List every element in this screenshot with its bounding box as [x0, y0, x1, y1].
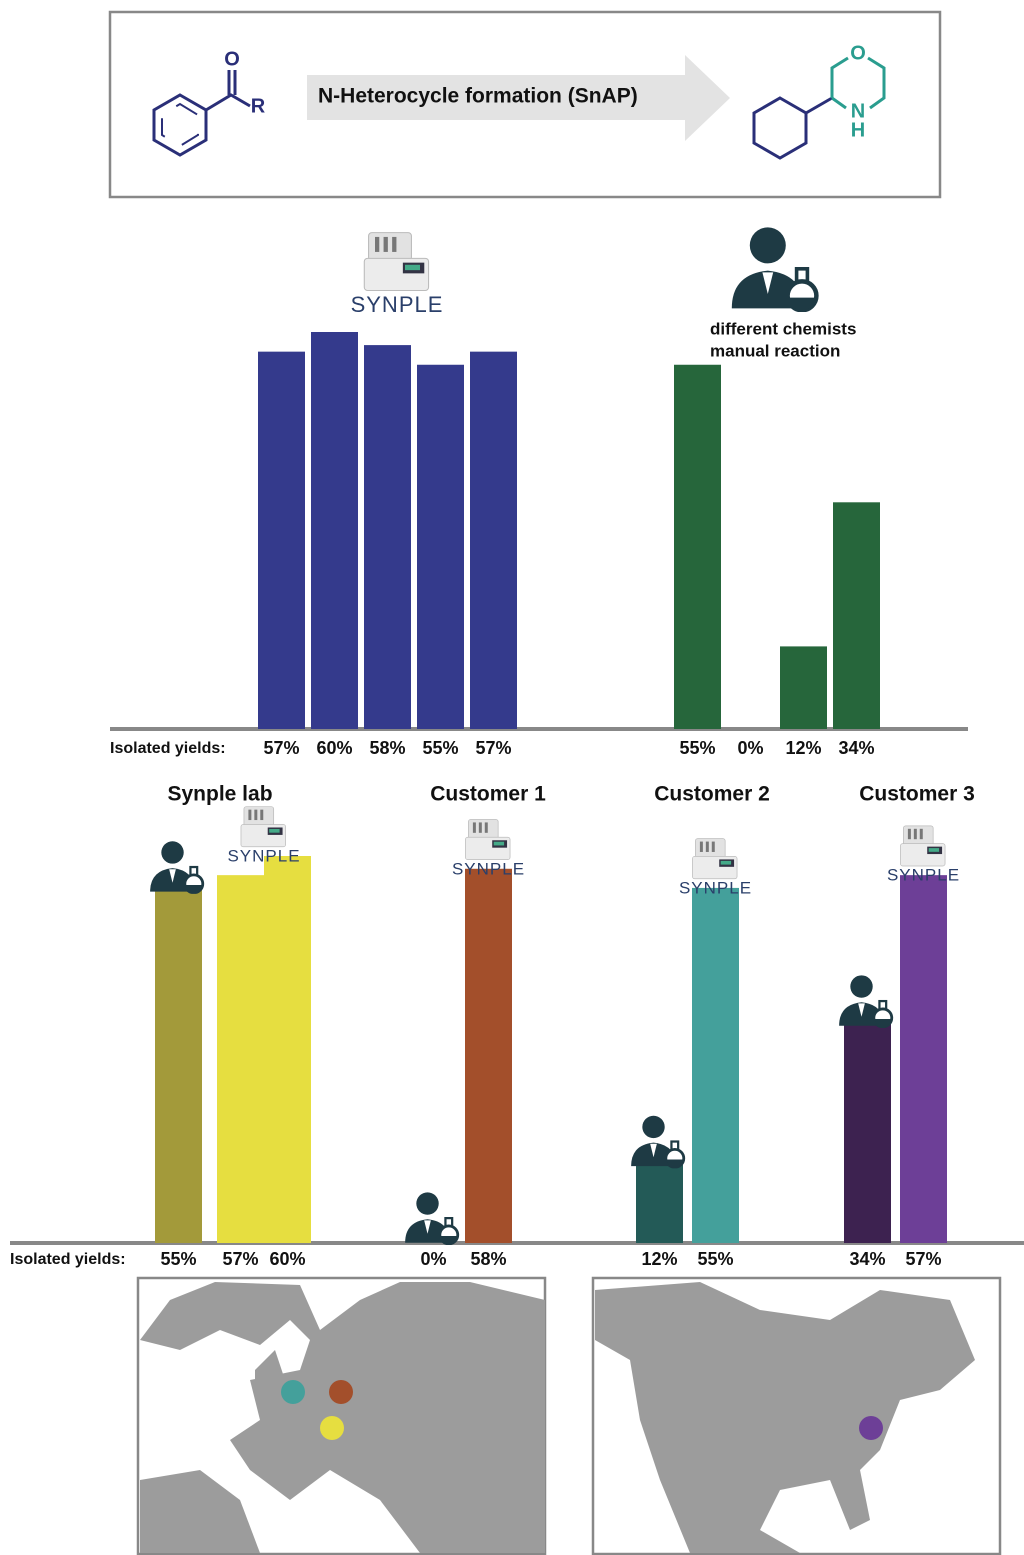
annotation: manual reaction	[710, 341, 840, 360]
value-label: 55%	[679, 738, 715, 758]
synple-logo: SYNPLE	[679, 878, 752, 897]
bar	[692, 887, 739, 1244]
chemist-icon	[630, 1114, 686, 1169]
map-europe	[136, 1276, 547, 1555]
synple-machine	[900, 825, 946, 867]
arrow-label: N-Heterocycle formation (SnAP)	[318, 85, 638, 108]
morpholine	[830, 56, 886, 110]
location-dot	[329, 1380, 353, 1404]
synple-machine	[240, 806, 286, 848]
synple-logo: SYNPLE	[452, 859, 525, 878]
value-label: 58%	[470, 1249, 506, 1269]
row-label: Isolated yields:	[10, 1251, 126, 1268]
bond	[805, 96, 833, 115]
location-dot	[320, 1416, 344, 1440]
atom: R	[251, 95, 266, 117]
value-label: 58%	[369, 738, 405, 758]
benzene-inner	[161, 102, 199, 148]
location-dot	[859, 1416, 883, 1440]
bar	[470, 351, 517, 729]
value-label: 57%	[222, 1249, 258, 1269]
map-america	[591, 1276, 1002, 1555]
value-label: 55%	[160, 1249, 196, 1269]
synple-machine	[363, 232, 430, 292]
bar	[465, 868, 512, 1243]
value-label: 60%	[269, 1249, 305, 1269]
value-label: 57%	[263, 738, 299, 758]
bar	[264, 856, 311, 1243]
bar	[417, 364, 464, 729]
bar	[217, 875, 264, 1244]
synple-machine	[692, 838, 738, 880]
synple-logo: SYNPLE	[351, 292, 444, 317]
bar	[364, 345, 411, 729]
value-label: 34%	[838, 738, 874, 758]
bar	[844, 1021, 891, 1244]
scheme: O R N-Heterocycle formation (SnAP) O N H	[108, 10, 942, 199]
bar	[833, 502, 880, 729]
bar	[155, 887, 202, 1244]
synple-logo: SYNPLE	[227, 846, 300, 865]
group-title: Customer 3	[859, 783, 975, 806]
bar	[311, 332, 358, 729]
value-label: 0%	[737, 738, 763, 758]
bar	[900, 875, 947, 1244]
bar	[674, 364, 721, 729]
product-benzene	[752, 96, 808, 160]
synple-machine	[465, 819, 511, 860]
land	[140, 1470, 260, 1553]
group-title: Customer 1	[430, 783, 546, 806]
value-label: 12%	[785, 738, 821, 758]
land	[255, 1350, 285, 1400]
atom: N	[851, 100, 865, 122]
group-title: Synple lab	[167, 783, 272, 806]
bar	[780, 646, 827, 730]
carbonyl	[205, 70, 251, 112]
atom: O	[224, 48, 240, 70]
synple-logo: SYNPLE	[887, 866, 960, 885]
location-dot	[281, 1380, 305, 1404]
scheme-box	[108, 10, 942, 199]
atom: O	[850, 42, 866, 64]
group-title: Customer 2	[654, 783, 770, 806]
value-label: 57%	[475, 738, 511, 758]
bar	[636, 1162, 683, 1244]
chemist-icon	[149, 839, 205, 894]
land	[140, 1282, 545, 1553]
row-label: Isolated yields:	[110, 740, 226, 757]
arrow	[307, 55, 730, 141]
value-label: 60%	[316, 738, 352, 758]
chemist-icon	[732, 227, 817, 310]
land	[595, 1282, 975, 1553]
value-label: 57%	[905, 1249, 941, 1269]
chemist-icon	[404, 1190, 460, 1245]
annotation: different chemists	[710, 319, 856, 338]
value-label: 55%	[422, 738, 458, 758]
bar	[258, 351, 305, 729]
value-label: 0%	[420, 1249, 446, 1269]
chemist-icon	[838, 973, 894, 1028]
value-label: 12%	[641, 1249, 677, 1269]
value-label: 34%	[849, 1249, 885, 1269]
value-label: 55%	[697, 1249, 733, 1269]
atom: H	[851, 119, 865, 141]
